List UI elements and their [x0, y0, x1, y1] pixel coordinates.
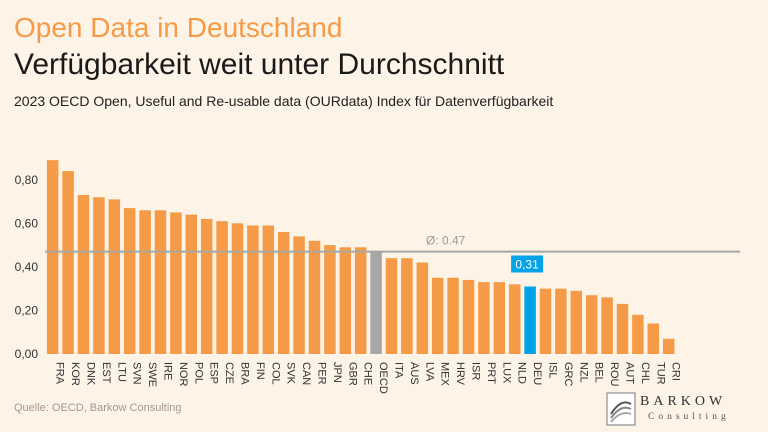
x-tick-label: TUR: [654, 362, 666, 385]
x-tick-label: IRE: [162, 362, 174, 380]
bar-col: [262, 225, 275, 354]
x-tick-label: COL: [269, 362, 281, 385]
x-tick-label: CHL: [639, 362, 651, 384]
x-tick-label: LTU: [115, 362, 127, 382]
x-tick-label: SVN: [131, 362, 143, 385]
bar-isr: [462, 279, 475, 354]
bar-che: [354, 247, 367, 354]
bar-svk: [277, 232, 290, 354]
bar-esp: [200, 218, 213, 354]
x-tick-label: JPN: [331, 362, 343, 383]
bar-cri: [662, 338, 675, 354]
bar-jpn: [324, 245, 336, 354]
chart-title: Verfügbarkeit weit unter Durchschnitt: [14, 48, 505, 81]
x-tick-label: PRT: [485, 362, 497, 384]
logo-name: BARKOW: [640, 394, 727, 409]
bar-nld: [508, 284, 521, 354]
x-tick-label: EST: [100, 362, 112, 384]
x-tick-label: NLD: [516, 362, 528, 384]
y-tick-label: 0,00: [15, 347, 39, 361]
bar-swe: [139, 210, 151, 354]
bar-est: [93, 197, 105, 354]
chart-subtitle: 2023 OECD Open, Useful and Re-usable dat…: [14, 93, 554, 109]
x-tick-label: FIN: [254, 362, 266, 380]
x-tick-label: KOR: [69, 362, 81, 386]
x-tick-label: POL: [192, 362, 204, 384]
bar-ltu: [108, 199, 121, 354]
x-tick-label: BEL: [593, 362, 605, 383]
bar-pol: [185, 214, 198, 354]
bar-nzl: [570, 290, 583, 354]
x-tick-label: PER: [316, 362, 328, 385]
x-tick-label: BRA: [239, 362, 251, 385]
bar-rou: [601, 297, 613, 354]
source-note: Quelle: OECD, Barkow Consulting: [14, 402, 182, 414]
bar-kor: [62, 171, 74, 354]
bar-bra: [231, 223, 244, 354]
bar-mex: [431, 277, 444, 354]
x-tick-label: CHE: [362, 362, 374, 385]
x-tick-label: SVK: [285, 362, 297, 385]
highlight-value-label: 0,31: [515, 257, 539, 271]
average-label: Ø: 0.47: [426, 234, 466, 248]
bar-ire: [154, 210, 167, 354]
bar-dnk: [77, 195, 90, 354]
bar-oecd: [370, 251, 382, 354]
x-tick-label: GBR: [346, 362, 358, 386]
x-tick-label: DNK: [85, 362, 97, 386]
bar-gbr: [339, 247, 352, 354]
barkow-logo: BARKOW Consulting: [606, 392, 746, 426]
x-tick-label: CZE: [223, 362, 235, 384]
bar-deu: [524, 286, 536, 354]
bar-nor: [170, 212, 182, 354]
bar-per: [308, 240, 321, 354]
bar-hrv: [447, 277, 459, 354]
bar-isl: [539, 288, 552, 354]
x-tick-label: CRI: [670, 362, 682, 381]
x-tick-label: OECD: [377, 362, 389, 394]
x-tick-label: AUS: [408, 362, 420, 385]
bar-aut: [616, 303, 629, 354]
x-tick-label: DEU: [531, 362, 543, 385]
x-tick-label: MEX: [439, 362, 451, 387]
logo-subtitle: Consulting: [648, 412, 730, 422]
bar-grc: [555, 288, 567, 354]
chart-kicker: Open Data in Deutschland: [14, 12, 343, 43]
bar-svn: [123, 208, 136, 354]
x-tick-label: ITA: [393, 362, 405, 379]
x-tick-label: NOR: [177, 362, 189, 387]
bar-can: [293, 236, 305, 354]
y-tick-label: 0,40: [15, 260, 39, 274]
bar-bel: [585, 295, 598, 354]
bar-cze: [216, 221, 228, 354]
x-tick-label: ESP: [208, 362, 220, 384]
x-tick-label: AUT: [624, 362, 636, 384]
x-tick-label: LVA: [423, 362, 435, 382]
x-tick-label: NZL: [577, 362, 589, 383]
y-tick-label: 0,80: [15, 173, 39, 187]
bar-aus: [401, 258, 413, 354]
bar-fra: [46, 160, 59, 354]
bar-lux: [493, 282, 506, 354]
x-tick-label: LUX: [500, 362, 512, 384]
bar-ita: [385, 258, 398, 354]
x-tick-label: FRA: [54, 362, 66, 385]
bar-prt: [478, 282, 490, 354]
x-tick-label: CAN: [300, 362, 312, 385]
x-tick-label: ISR: [470, 362, 482, 380]
x-tick-label: SWE: [146, 362, 158, 387]
x-tick-label: ROU: [608, 362, 620, 387]
highlight-label-box: [511, 255, 544, 273]
y-tick-label: 0,20: [15, 303, 39, 317]
y-tick-label: 0,60: [15, 216, 39, 230]
bar-fin: [247, 225, 259, 354]
x-tick-label: ISL: [547, 362, 559, 379]
bar-chl: [632, 314, 644, 354]
x-tick-label: GRC: [562, 362, 574, 387]
x-tick-label: HRV: [454, 362, 466, 386]
bar-tur: [647, 323, 660, 354]
bar-lva: [416, 262, 429, 354]
logo-mark-icon: [606, 392, 636, 426]
